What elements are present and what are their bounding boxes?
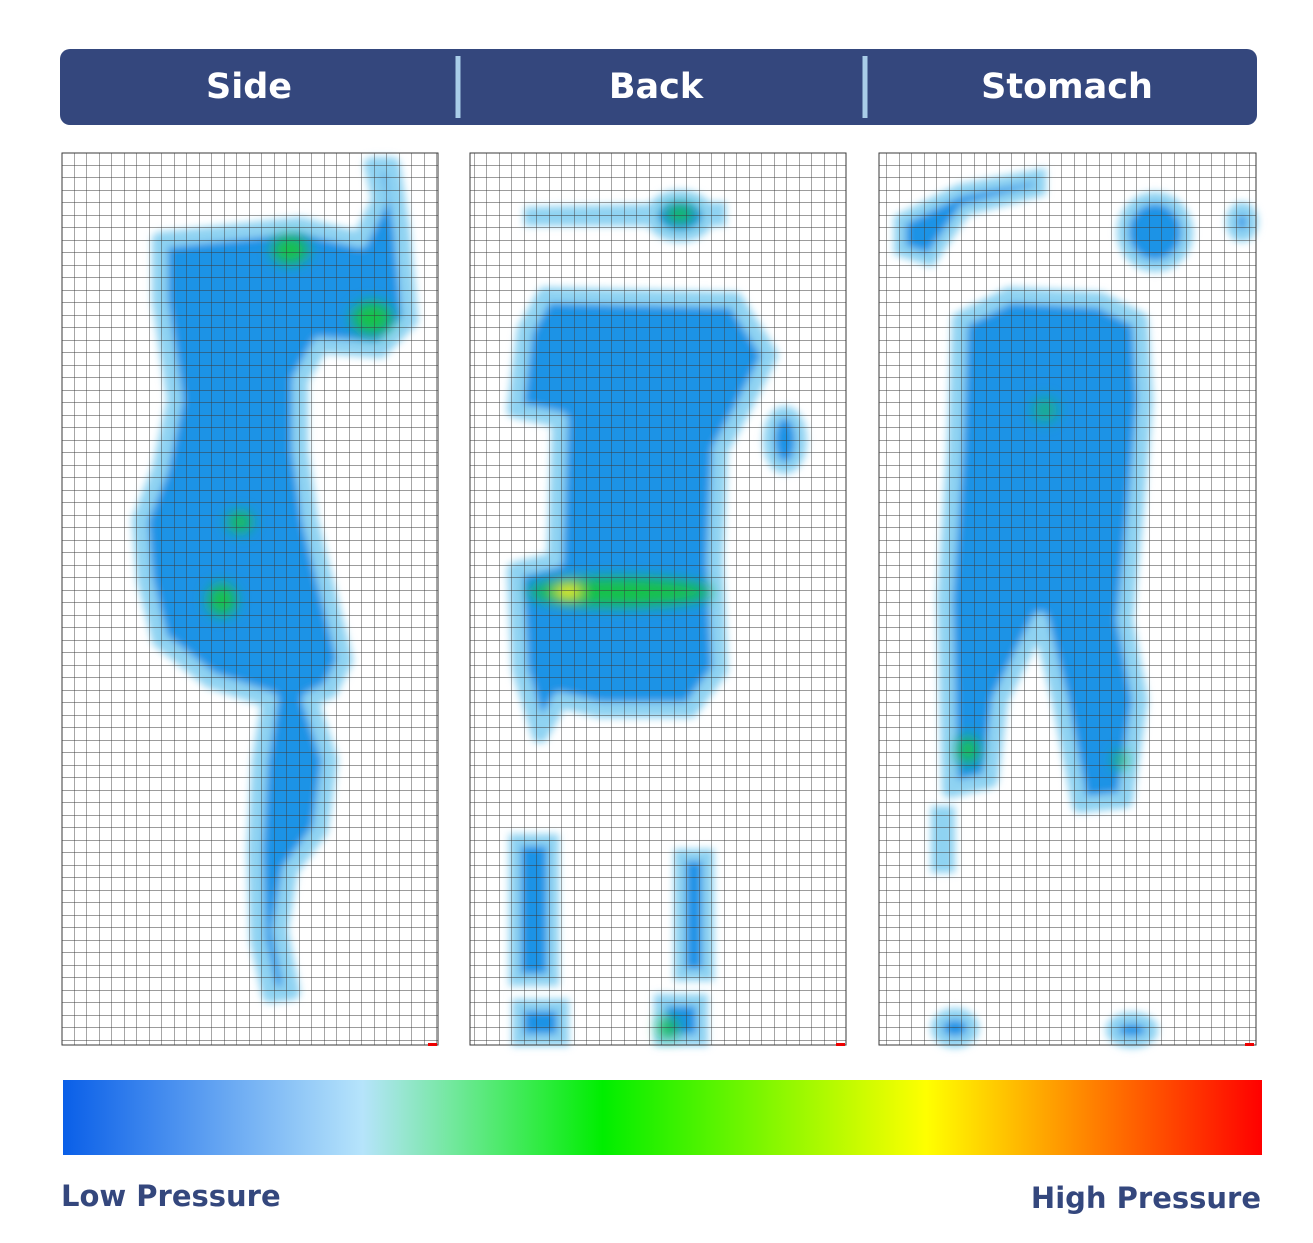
back-map xyxy=(469,152,847,1046)
tab[interactable]: Side xyxy=(206,67,292,107)
tab[interactable]: Back xyxy=(609,67,704,107)
color-scale xyxy=(63,1080,1262,1155)
tab[interactable]: Stomach xyxy=(981,67,1153,107)
tab-bar-bg xyxy=(60,49,1257,125)
legend-high: High Pressure xyxy=(1031,1181,1261,1215)
side-map xyxy=(61,152,439,1046)
stomach-map xyxy=(878,152,1258,1048)
tab-bar: Side Back Stomach xyxy=(60,49,1257,125)
legend-low: Low Pressure xyxy=(61,1179,281,1213)
